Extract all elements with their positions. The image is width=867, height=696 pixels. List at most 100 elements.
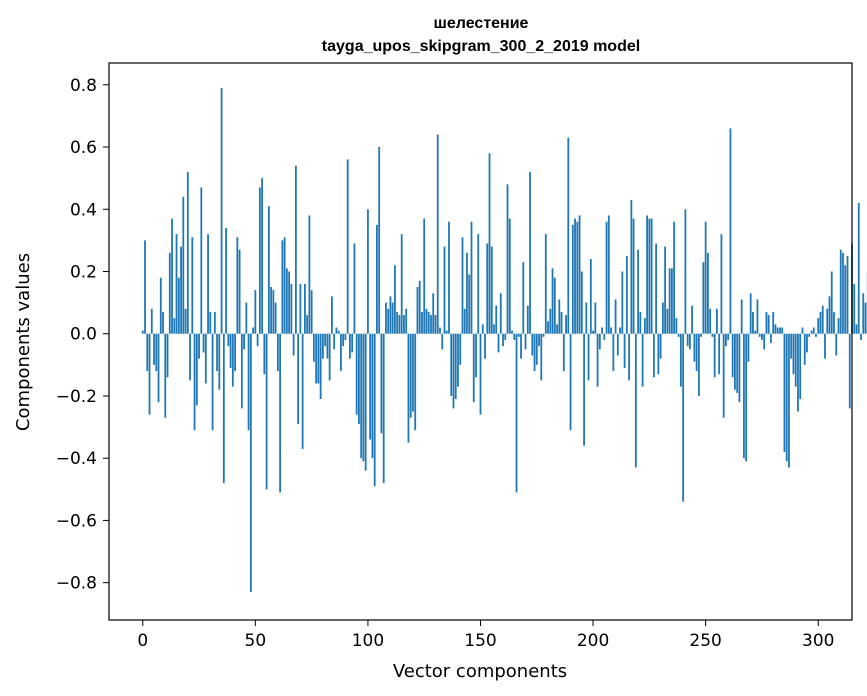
- bar: [351, 333, 354, 353]
- bar: [294, 165, 297, 334]
- bar: [229, 333, 232, 368]
- x-tick-label: 50: [245, 631, 267, 651]
- bar: [853, 283, 856, 334]
- bar: [571, 224, 574, 334]
- bar: [448, 221, 450, 334]
- bar: [745, 333, 748, 462]
- bar: [506, 184, 509, 334]
- bar: [258, 187, 261, 334]
- bar: [153, 333, 155, 365]
- bar: [580, 271, 583, 334]
- ticks-group: 0 50 100 150 200 250 300 −0.8 −0.6 −0.4 −0.2 0.0 0.2…: [56, 76, 835, 651]
- bar: [337, 330, 340, 334]
- bar: [148, 333, 151, 415]
- bar: [270, 287, 273, 334]
- bar: [243, 333, 245, 350]
- bar: [812, 327, 815, 334]
- bar: [141, 330, 144, 334]
- bar: [734, 333, 736, 390]
- bar: [281, 240, 284, 334]
- bar: [204, 333, 207, 384]
- bar: [387, 308, 390, 334]
- bar: [682, 333, 685, 502]
- bar: [463, 308, 466, 334]
- bar: [376, 224, 378, 334]
- bar: [315, 333, 318, 384]
- bar: [297, 333, 300, 424]
- bar: [481, 324, 484, 334]
- bar: [799, 333, 802, 400]
- bar: [767, 315, 770, 334]
- bar: [718, 333, 721, 375]
- bar: [598, 333, 601, 350]
- bar: [445, 330, 448, 334]
- bar: [416, 287, 419, 334]
- y-tick-label: 0.2: [70, 262, 97, 282]
- bar: [808, 333, 811, 337]
- bar: [331, 296, 333, 334]
- bar: [569, 333, 572, 431]
- bar: [592, 330, 594, 334]
- bar: [686, 333, 689, 347]
- bar: [288, 271, 291, 334]
- bar: [490, 246, 493, 334]
- bar: [607, 215, 610, 334]
- bar: [533, 333, 536, 372]
- bar: [628, 333, 630, 381]
- bar: [171, 218, 173, 334]
- bar: [666, 308, 669, 334]
- bar: [560, 311, 563, 334]
- bar: [729, 128, 732, 334]
- bar: [783, 333, 786, 452]
- bar: [189, 333, 191, 381]
- bar: [752, 311, 754, 334]
- bar: [700, 333, 703, 337]
- bar: [227, 333, 230, 347]
- bar: [378, 147, 381, 334]
- bar: [652, 333, 655, 378]
- bar: [412, 333, 414, 412]
- bar: [650, 218, 653, 334]
- bar: [333, 333, 336, 350]
- bar: [824, 333, 826, 359]
- bar: [157, 333, 160, 403]
- bar: [247, 333, 250, 431]
- bar: [625, 255, 628, 334]
- bar: [664, 246, 667, 334]
- bar: [830, 271, 833, 334]
- bar: [290, 283, 293, 334]
- y-tick-label: −0.8: [56, 574, 97, 594]
- bar: [367, 209, 369, 334]
- x-tick-label: 0: [137, 631, 148, 651]
- bar: [472, 333, 475, 403]
- bar: [432, 293, 435, 334]
- bar: [261, 178, 263, 334]
- bar: [389, 296, 392, 334]
- bar: [693, 333, 696, 362]
- bar: [443, 246, 446, 334]
- bar: [515, 333, 518, 493]
- bar: [468, 274, 471, 334]
- bar: [661, 302, 664, 334]
- bar: [353, 243, 356, 334]
- bar: [493, 324, 495, 334]
- bar: [414, 333, 417, 431]
- bar: [596, 333, 599, 387]
- bar: [761, 333, 763, 340]
- bar: [770, 333, 772, 344]
- bar: [702, 262, 705, 334]
- bar: [436, 134, 439, 334]
- bar: [529, 171, 531, 334]
- bar: [477, 234, 480, 334]
- bar: [785, 333, 788, 462]
- bar: [677, 333, 680, 337]
- bar: [522, 262, 525, 334]
- bar: [276, 333, 279, 372]
- bar: [621, 271, 624, 334]
- bar: [684, 209, 687, 334]
- bar: [279, 333, 282, 493]
- x-axis-label: Vector components: [393, 661, 567, 682]
- bar: [842, 252, 844, 334]
